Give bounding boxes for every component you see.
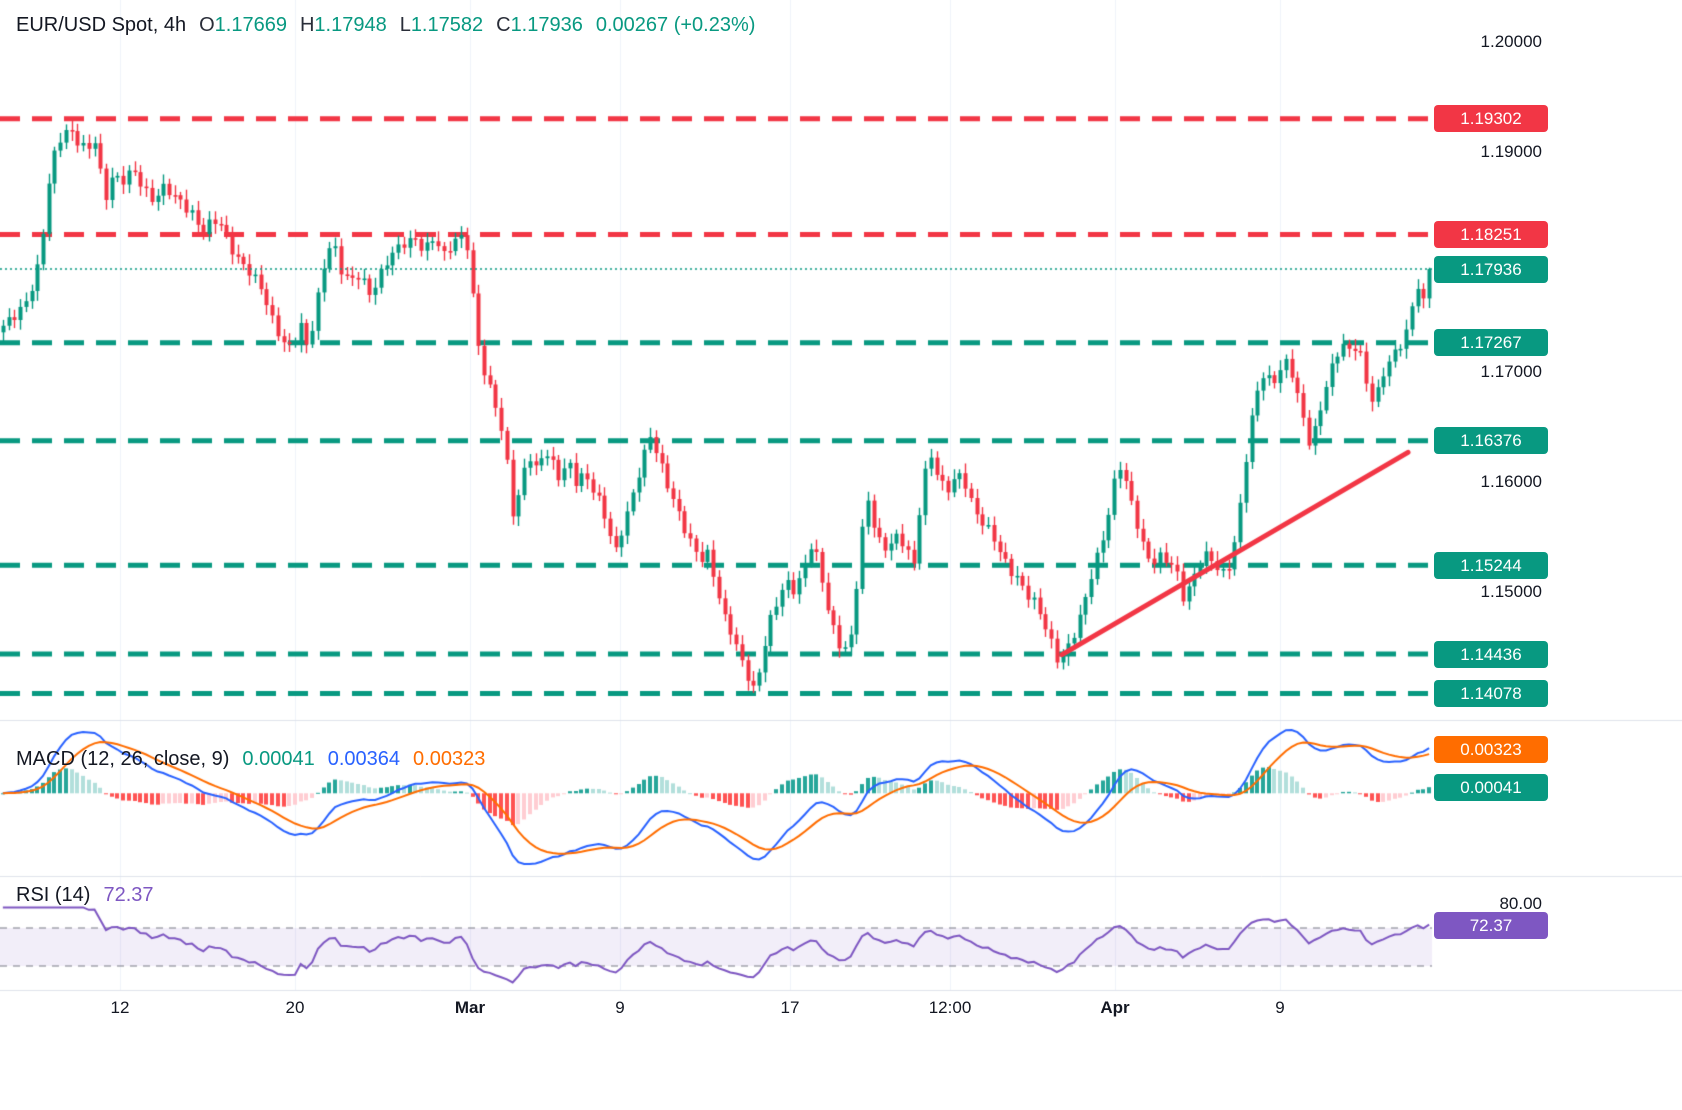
time-axis-label: 12:00 (928, 998, 972, 1017)
time-scale[interactable]: 12 20 Mar 9 17 12:00 Apr 9 (0, 990, 1682, 1038)
rsi-title: RSI (14) (16, 884, 91, 906)
time-axis-label: 20 (285, 998, 305, 1017)
time-axis-label: 9 (615, 998, 625, 1017)
time-axis-label: Mar (454, 998, 486, 1017)
open-value: 1.17669 (214, 14, 287, 36)
time-axis-label: 12 (110, 998, 130, 1017)
level-price-badge: 1.19302 (1434, 105, 1548, 133)
level-price-badge: 1.17267 (1434, 329, 1548, 357)
macd-signal-badge: 0.00323 (1434, 736, 1548, 764)
price-axis-label: 1.16000 (1480, 472, 1542, 491)
low-value: 1.17582 (410, 14, 484, 36)
ohlc-open: O 1.17669 (199, 14, 287, 37)
price-scale[interactable]: 1.20000 1.19000 1.17000 1.16000 1.15000 1.193… (1434, 0, 1682, 990)
level-price-badge: 1.14078 (1434, 679, 1548, 707)
macd-signal-value: 0.00323 (413, 748, 486, 770)
price-axis-label: 1.17000 (1480, 362, 1542, 381)
close-label: C (496, 14, 511, 36)
ohlc-close: C 1.17936 (496, 14, 583, 37)
level-price-badge: 1.18251 (1434, 220, 1548, 248)
high-label: H (299, 14, 315, 36)
rsi-legend: RSI (14) 72.37 (16, 884, 154, 907)
ohlc-high: H 1.17948 (300, 14, 387, 37)
ohlc-low: L 1.17582 (400, 14, 483, 37)
macd-histogram-badge: 0.00041 (1434, 774, 1548, 802)
level-price-badge: 1.15244 (1434, 551, 1548, 579)
rsi-value: 72.37 (103, 884, 154, 906)
rsi-value-badge: 72.37 (1434, 912, 1548, 940)
time-axis-label: 9 (1275, 998, 1285, 1017)
time-axis-label: Apr (1100, 998, 1130, 1017)
level-price-badge: 1.14436 (1434, 640, 1548, 668)
symbol-title: EUR/USD Spot, 4h (16, 14, 187, 36)
price-axis-label: 1.20000 (1480, 32, 1542, 51)
low-label: L (399, 14, 411, 36)
macd-hist-value: 0.00041 (242, 748, 315, 770)
macd-title: MACD (12, 26, close, 9) (16, 748, 230, 770)
close-value: 1.17936 (510, 14, 583, 36)
symbol-legend: EUR/USD Spot, 4h O 1.17669 H 1.17948 L 1.17… (16, 14, 755, 37)
time-axis-label: 17 (780, 998, 800, 1017)
rsi-axis-label: 80.00 (1499, 894, 1542, 913)
last-price-badge: 1.17936 (1434, 255, 1548, 283)
change-value: 0.00267 (+0.23%) (595, 14, 756, 36)
high-value: 1.17948 (314, 14, 387, 36)
price-axis-label: 1.15000 (1480, 582, 1542, 601)
price-axis-label: 1.19000 (1480, 142, 1542, 161)
macd-legend: MACD (12, 26, close, 9) 0.00041 0.00364 … (16, 748, 485, 771)
open-label: O (199, 14, 215, 36)
macd-line-value: 0.00364 (327, 748, 401, 770)
level-price-badge: 1.16376 (1434, 427, 1548, 455)
